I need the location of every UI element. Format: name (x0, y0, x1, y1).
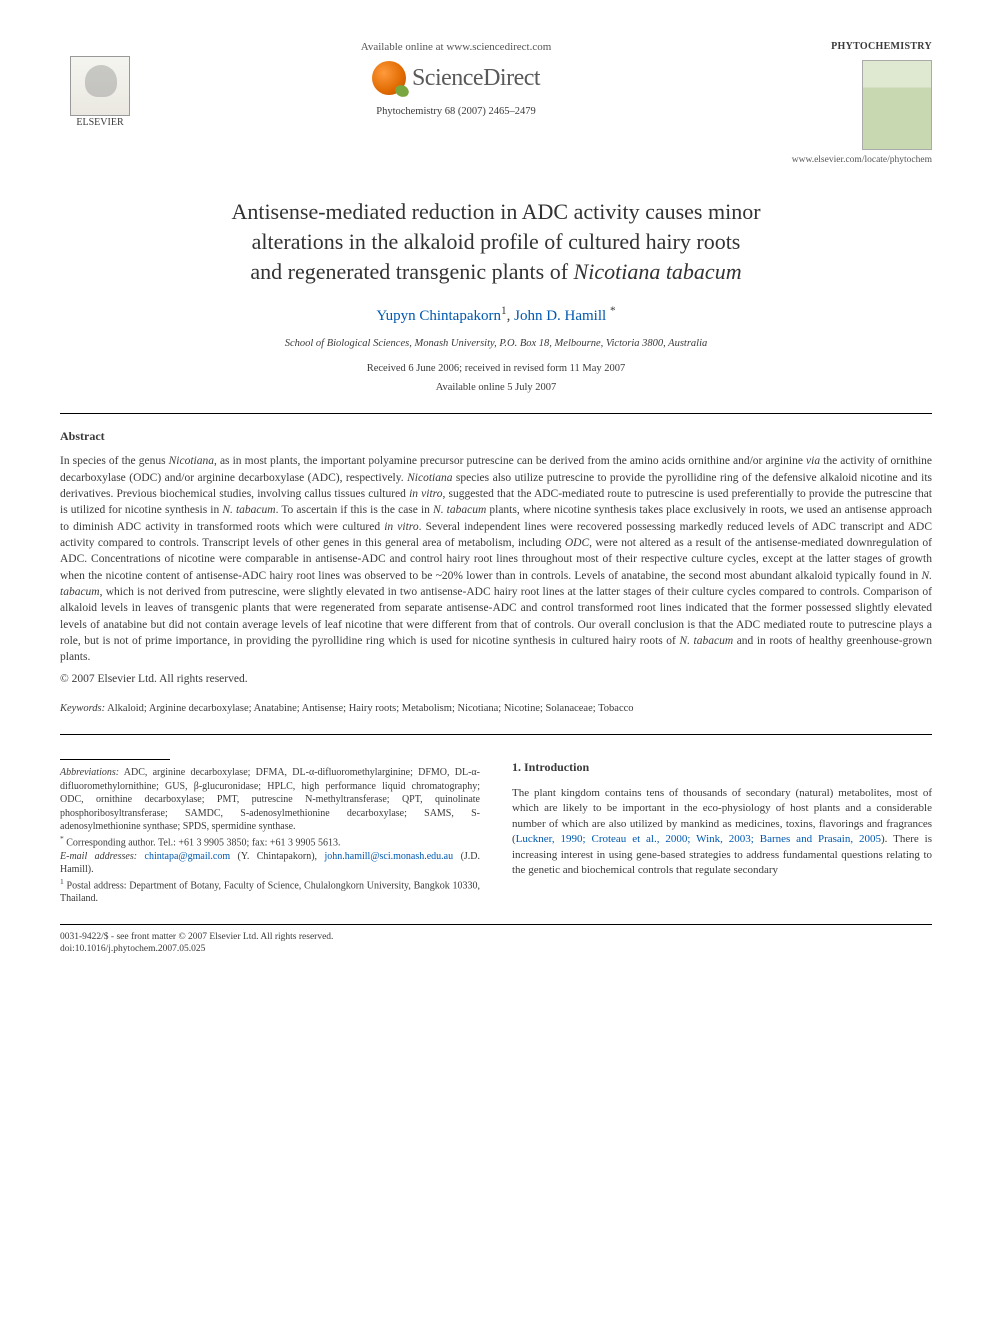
corresponding-author: * Corresponding author. Tel.: +61 3 9905… (60, 834, 480, 850)
footer-line2: doi:10.1016/j.phytochem.2007.05.025 (60, 943, 932, 955)
title-line2: alterations in the alkaloid profile of c… (252, 229, 741, 254)
intro-refs-link[interactable]: Luckner, 1990; Croteau et al., 2000; Win… (516, 833, 881, 845)
footer-info: 0031-9422/$ - see front matter © 2007 El… (60, 931, 932, 956)
footnotes: Abbreviations: ADC, arginine decarboxyla… (60, 766, 480, 906)
abbrev-label: Abbreviations: (60, 767, 119, 778)
postal-address: 1 Postal address: Department of Botany, … (60, 877, 480, 906)
email-link-2[interactable]: john.hamill@sci.monash.edu.au (324, 851, 453, 862)
email-link-1[interactable]: chintapa@gmail.com (145, 851, 231, 862)
authors: Yupyn Chintapakorn1, John D. Hamill * (60, 304, 932, 327)
abstract-copyright: © 2007 Elsevier Ltd. All rights reserved… (60, 671, 932, 687)
postal-text: Postal address: Department of Botany, Fa… (60, 880, 480, 905)
elsevier-label: ELSEVIER (76, 116, 123, 130)
affiliation: School of Biological Sciences, Monash Un… (60, 337, 932, 352)
received-dates: Received 6 June 2006; received in revise… (60, 362, 932, 377)
available-online-text: Available online at www.sciencedirect.co… (140, 40, 772, 55)
sciencedirect-wordmark: ScienceDirect (412, 62, 540, 96)
title-line1: Antisense-mediated reduction in ADC acti… (231, 199, 760, 224)
elsevier-logo: ELSEVIER (60, 40, 140, 130)
left-column: Abbreviations: ADC, arginine decarboxyla… (60, 759, 480, 906)
locate-url: www.elsevier.com/locate/phytochem (772, 154, 932, 167)
author-separator: , (507, 308, 515, 324)
journal-cover-thumbnail (862, 60, 932, 150)
online-date: Available online 5 July 2007 (60, 381, 932, 396)
footnote-rule (60, 759, 170, 760)
journal-reference: Phytochemistry 68 (2007) 2465–2479 (140, 105, 772, 120)
right-column: 1. Introduction The plant kingdom contai… (512, 759, 932, 906)
email1-who: (Y. Chintapakorn), (230, 851, 324, 862)
keywords-text: Alkaloid; Arginine decarboxylase; Anatab… (105, 703, 633, 714)
footer-line1: 0031-9422/$ - see front matter © 2007 El… (60, 931, 932, 943)
abbrev-text: ADC, arginine decarboxylase; DFMA, DL-α-… (60, 767, 480, 832)
article-title: Antisense-mediated reduction in ADC acti… (100, 197, 892, 286)
journal-name: PHYTOCHEMISTRY (772, 40, 932, 54)
intro-heading: 1. Introduction (512, 759, 932, 776)
header-center: Available online at www.sciencedirect.co… (140, 40, 772, 120)
email-label: E-mail addresses: (60, 851, 137, 862)
footer-rule (60, 924, 932, 925)
header-right: PHYTOCHEMISTRY www.elsevier.com/locate/p… (772, 40, 932, 167)
elsevier-tree-icon (70, 56, 130, 116)
intro-body: The plant kingdom contains tens of thous… (512, 786, 932, 878)
email-addresses: E-mail addresses: chintapa@gmail.com (Y.… (60, 850, 480, 877)
sciencedirect-orb-icon (372, 61, 406, 95)
author-2-sup: * (610, 305, 616, 317)
abbreviations: Abbreviations: ADC, arginine decarboxyla… (60, 766, 480, 834)
two-column-region: Abbreviations: ADC, arginine decarboxyla… (60, 759, 932, 906)
title-line3-italic: Nicotiana tabacum (574, 259, 742, 284)
keywords: Keywords: Alkaloid; Arginine decarboxyla… (60, 702, 932, 717)
divider-top (60, 413, 932, 414)
abstract-heading: Abstract (60, 428, 932, 445)
page-header: ELSEVIER Available online at www.science… (60, 40, 932, 167)
author-link-2[interactable]: John D. Hamill (514, 308, 606, 324)
abstract-body: In species of the genus Nicotiana, as in… (60, 453, 932, 665)
author-link-1[interactable]: Yupyn Chintapakorn (376, 308, 501, 324)
divider-bottom (60, 734, 932, 735)
title-line3-pre: and regenerated transgenic plants of (250, 259, 573, 284)
corr-text: Corresponding author. Tel.: +61 3 9905 3… (66, 837, 340, 848)
sciencedirect-logo: ScienceDirect (140, 61, 772, 95)
keywords-label: Keywords: (60, 703, 105, 714)
